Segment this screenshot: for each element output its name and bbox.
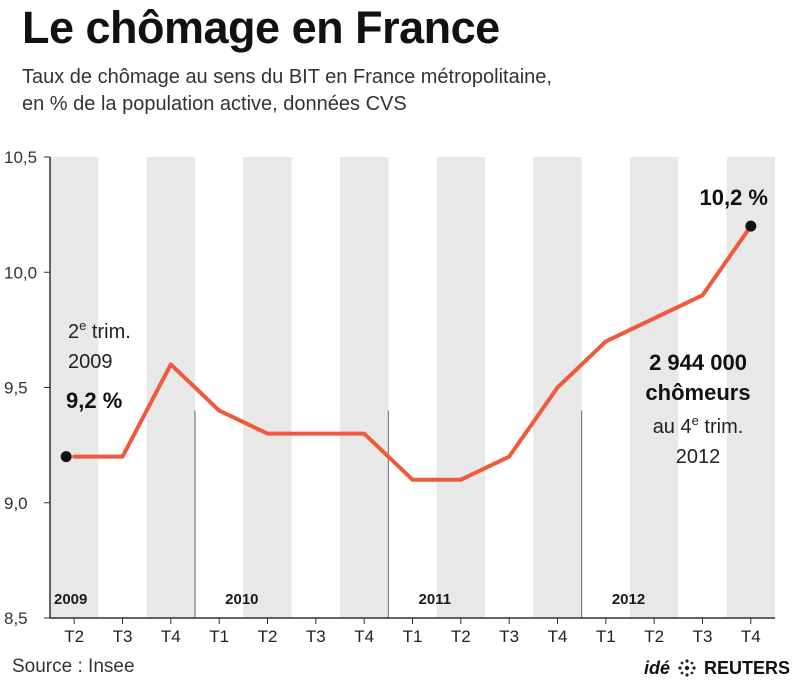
chart-band <box>243 157 292 618</box>
y-tick-label: 9,5 <box>4 379 28 398</box>
end-period-line1: au 4e trim. <box>653 413 744 438</box>
chart-band <box>630 157 679 618</box>
chart-band <box>146 157 195 618</box>
end-period-year: 2012 <box>676 446 721 468</box>
end-count-label: 2 944 000 <box>649 350 747 375</box>
year-label: 2010 <box>225 591 258 608</box>
x-tick-label: T3 <box>306 627 326 646</box>
source-note: Source : Insee <box>12 656 135 677</box>
page-title: Le chômage en France <box>22 2 500 53</box>
end-count-unit: chômeurs <box>645 380 750 405</box>
start-annotation-num: 2 <box>68 321 79 343</box>
chart-band <box>726 157 775 618</box>
x-tick-label: T4 <box>741 627 761 646</box>
x-tick-label: T2 <box>64 627 84 646</box>
y-tick-label: 8,5 <box>4 609 28 628</box>
x-tick-label: T4 <box>161 627 181 646</box>
x-tick-label: T1 <box>596 627 616 646</box>
year-label: 2009 <box>54 591 87 608</box>
x-tick-label: T2 <box>644 627 664 646</box>
x-tick-label: T3 <box>693 627 713 646</box>
end-value-label: 10,2 % <box>700 185 769 210</box>
y-tick-label: 9,0 <box>4 494 28 513</box>
end-point <box>745 220 757 232</box>
start-point <box>60 451 72 463</box>
reuters-logo-icon <box>678 659 696 677</box>
chart-band <box>50 157 99 618</box>
start-annotation-line2: 2009 <box>68 351 113 373</box>
x-tick-label: T3 <box>499 627 519 646</box>
x-tick-label: T2 <box>258 627 278 646</box>
x-tick-label: T1 <box>403 627 423 646</box>
start-annotation-rest: trim. <box>86 321 130 343</box>
y-tick-label: 10,5 <box>4 148 37 167</box>
x-tick-label: T4 <box>548 627 568 646</box>
chart-band <box>340 157 389 618</box>
credit: idé REUTERS <box>644 657 790 679</box>
x-tick-label: T3 <box>113 627 133 646</box>
series-line <box>72 224 753 482</box>
year-label: 2012 <box>612 591 645 608</box>
x-tick-label: T2 <box>451 627 471 646</box>
end-period-rest: trim. <box>699 416 743 438</box>
credit-ide: idé <box>643 657 670 678</box>
start-annotation-line1: 2e trim. <box>68 318 131 343</box>
end-period-prefix: au 4 <box>653 416 692 438</box>
subtitle-line-2: en % de la population active, données CV… <box>22 93 407 115</box>
year-label: 2011 <box>419 591 452 608</box>
x-tick-label: T4 <box>354 627 374 646</box>
start-value-label: 9,2 % <box>66 388 122 413</box>
y-tick-label: 10,0 <box>4 263 37 282</box>
chart-band <box>436 157 485 618</box>
x-tick-label: T1 <box>209 627 229 646</box>
start-annotation-sup: e <box>79 318 86 333</box>
credit-reuters: REUTERS <box>703 657 790 678</box>
end-period-sup: e <box>692 413 699 428</box>
chart-subtitle: Taux de chômage au sens du BIT en France… <box>22 64 762 118</box>
subtitle-line-1: Taux de chômage au sens du BIT en France… <box>22 66 552 88</box>
